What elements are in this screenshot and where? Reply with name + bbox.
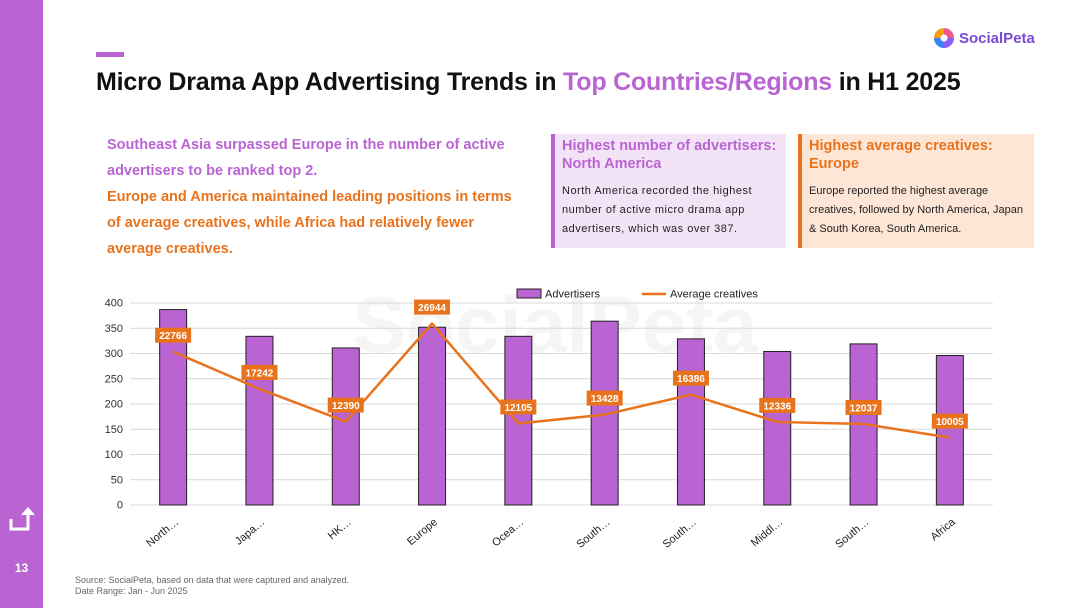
card-highest-creatives: Highest average creatives: Europe Europe… bbox=[798, 134, 1034, 248]
y-tick-label: 50 bbox=[111, 474, 123, 486]
x-tick-label: Ocea… bbox=[490, 516, 526, 549]
x-tick-label: HK… bbox=[326, 516, 354, 542]
data-label: 12105 bbox=[504, 403, 532, 414]
data-label: 12336 bbox=[763, 401, 791, 412]
line-average-creatives bbox=[172, 322, 951, 439]
y-tick-label: 350 bbox=[105, 323, 123, 335]
y-tick-label: 150 bbox=[105, 424, 123, 436]
return-arrow-icon[interactable] bbox=[8, 505, 36, 533]
data-label: 12037 bbox=[850, 403, 878, 414]
bar bbox=[935, 355, 964, 506]
card-highest-advertisers: Highest number of advertisers: North Ame… bbox=[551, 134, 786, 248]
y-tick-label: 300 bbox=[105, 348, 123, 360]
card-title: Highest average creatives: Europe bbox=[809, 138, 993, 172]
data-label: 10005 bbox=[936, 417, 964, 428]
data-label: 22766 bbox=[159, 331, 187, 342]
page-number: 13 bbox=[14, 561, 29, 575]
sidebar: 13 bbox=[0, 0, 43, 608]
x-tick-label: Japa… bbox=[233, 516, 267, 548]
title-part1: Micro Drama App Advertising Trends in bbox=[96, 68, 564, 96]
y-tick-label: 100 bbox=[105, 449, 123, 461]
card-text: North America recorded the highest numbe… bbox=[562, 185, 753, 235]
socialpeta-logo: SocialPeta bbox=[933, 27, 1035, 49]
data-label-box bbox=[931, 413, 968, 429]
bar bbox=[418, 326, 447, 506]
data-label: 13428 bbox=[591, 394, 619, 405]
y-tick-label: 0 bbox=[117, 500, 123, 512]
data-label-box bbox=[327, 397, 364, 413]
page-title: Micro Drama App Advertising Trends in To… bbox=[96, 68, 961, 97]
bar bbox=[331, 347, 360, 506]
summary-para-2: Europe and America maintained leading po… bbox=[107, 189, 512, 257]
y-tick-label: 200 bbox=[105, 399, 123, 411]
summary-para-1: Southeast Asia surpassed Europe in the n… bbox=[107, 137, 505, 179]
bar bbox=[763, 350, 792, 506]
logo-text: SocialPeta bbox=[959, 29, 1035, 47]
data-label: 16386 bbox=[677, 374, 705, 385]
x-tick-label: North… bbox=[144, 516, 181, 550]
data-label: 12390 bbox=[332, 401, 360, 412]
legend-label-advertisers: Advertisers bbox=[545, 289, 601, 301]
source-text: Source: SocialPeta, based on data that w… bbox=[75, 575, 350, 585]
data-label-box bbox=[759, 397, 796, 413]
data-label-box bbox=[155, 327, 192, 343]
data-label-box bbox=[414, 299, 451, 315]
bar bbox=[504, 335, 533, 506]
legend-swatch-advertisers bbox=[516, 288, 542, 299]
source-note: Source: SocialPeta, based on data that w… bbox=[75, 575, 349, 597]
x-tick-label: South… bbox=[661, 516, 699, 551]
data-label-box bbox=[672, 370, 709, 386]
advertising-trends-chart: SocialPeta050100150200250300350400North…… bbox=[105, 280, 993, 551]
x-tick-label: Europe bbox=[405, 516, 440, 548]
title-highlight: Top Countries/Regions bbox=[563, 68, 832, 96]
data-label-box bbox=[500, 399, 537, 415]
x-tick-label: South… bbox=[833, 516, 871, 551]
bar bbox=[676, 338, 705, 506]
x-tick-label: South… bbox=[574, 516, 612, 551]
socialpeta-logo-icon bbox=[934, 28, 954, 48]
y-tick-label: 400 bbox=[105, 298, 123, 310]
card-title: Highest number of advertisers: North Ame… bbox=[562, 138, 777, 172]
title-accent-bar bbox=[96, 52, 124, 57]
card-text: Europe reported the highest average crea… bbox=[809, 185, 1023, 235]
data-label-box bbox=[845, 399, 882, 415]
data-label: 26944 bbox=[418, 303, 446, 314]
x-tick-label: Africa bbox=[929, 516, 959, 544]
title-part2: in H1 2025 bbox=[831, 68, 961, 96]
y-tick-label: 250 bbox=[105, 373, 123, 385]
data-label: 17242 bbox=[246, 368, 274, 379]
data-label-box bbox=[586, 390, 623, 406]
x-tick-label: Middl… bbox=[749, 516, 785, 549]
legend-label-average-creatives: Average creatives bbox=[670, 289, 758, 301]
data-label-box bbox=[241, 364, 278, 380]
summary-text: Southeast Asia surpassed Europe in the n… bbox=[107, 132, 527, 262]
bar bbox=[245, 335, 274, 506]
date-range-text: Date Range: Jan - Jun 2025 bbox=[75, 586, 188, 596]
